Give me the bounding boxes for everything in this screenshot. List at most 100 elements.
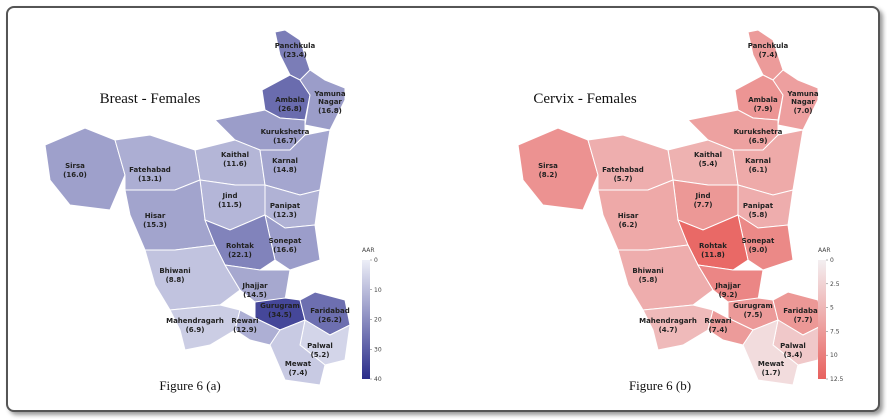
- district-value: (26.8): [278, 105, 302, 113]
- district-value: (16.8): [318, 107, 342, 115]
- district-value: (5.8): [749, 211, 768, 219]
- district-value: (34.5): [268, 311, 292, 319]
- legend-tick-label: 10: [374, 287, 382, 294]
- district-name: Jhajjar: [241, 282, 268, 290]
- district: [597, 179, 689, 251]
- district-value: (3.4): [784, 351, 803, 359]
- district-value: (13.1): [138, 175, 162, 183]
- district-name: Palwal: [780, 342, 806, 350]
- district-value: (5.7): [614, 175, 633, 183]
- district-value: (11.8): [701, 251, 725, 259]
- district-name: Jhajjar: [714, 282, 741, 290]
- district-value: (15.3): [143, 221, 167, 229]
- district: [169, 304, 241, 351]
- district-value: (16.6): [273, 246, 297, 254]
- district: [269, 319, 326, 386]
- district-value: (7.0): [794, 107, 813, 115]
- legend-title: AAR: [362, 247, 375, 254]
- district-name: Karnal: [745, 157, 771, 165]
- district-value: (5.4): [699, 160, 718, 168]
- district: [517, 127, 599, 211]
- district-name: Sonepat: [269, 237, 302, 245]
- district-value: (14.5): [243, 291, 267, 299]
- district-name: Mahendragarh: [166, 317, 224, 325]
- district-value: (4.7): [659, 326, 678, 334]
- district-name: Mewat: [758, 360, 785, 368]
- district-name: Hisar: [145, 212, 166, 220]
- district-name: Mahendragarh: [639, 317, 697, 325]
- district: [44, 127, 126, 211]
- colorbar: [818, 260, 826, 379]
- district-value: (16.7): [273, 137, 297, 145]
- district: [299, 69, 346, 131]
- district-name: Karnal: [272, 157, 298, 165]
- colorbar: [362, 260, 370, 379]
- legend-tick-label: 2.5: [830, 281, 840, 288]
- district-value: (5.2): [311, 351, 330, 359]
- district-value: (26.2): [318, 316, 342, 324]
- legend-tick-label: 7.5: [830, 328, 840, 335]
- district-name: Panipat: [743, 202, 774, 210]
- district-name: Faridabad: [783, 307, 822, 315]
- legend-tick-label: 0: [830, 257, 834, 264]
- district-name: Sonepat: [742, 237, 775, 245]
- legend-tick-label: 5: [830, 305, 834, 312]
- district-value: (8.2): [539, 171, 558, 179]
- district-name: Jind: [695, 192, 711, 200]
- district: [772, 69, 819, 131]
- legend-tick-label: 20: [374, 317, 382, 324]
- district-name: Kurukshetra: [734, 128, 783, 136]
- district-value: (7.7): [694, 201, 713, 209]
- district-value: (6.2): [619, 221, 638, 229]
- district-value: (7.5): [744, 311, 763, 319]
- map-title: Cervix - Females: [533, 91, 636, 107]
- district-name: Sirsa: [538, 162, 558, 170]
- district-name: Panipat: [270, 202, 301, 210]
- map: Breast - Females Figure 6 (a) Panchkula(23…: [44, 29, 382, 393]
- district-value: (7.4): [289, 369, 308, 377]
- district-value: (11.5): [218, 201, 242, 209]
- district-value: (6.1): [749, 166, 768, 174]
- district-value: (6.9): [186, 326, 205, 334]
- district-name: Hisar: [618, 212, 639, 220]
- district-name: Kaithal: [694, 151, 722, 159]
- district-name: Ambala: [275, 96, 305, 104]
- district: [642, 304, 714, 351]
- district-value: (8.8): [166, 276, 185, 284]
- legend-tick-label: 10: [830, 352, 838, 359]
- district-name: Jind: [222, 192, 238, 200]
- district-value: (11.6): [223, 160, 247, 168]
- district-name: Kaithal: [221, 151, 249, 159]
- district-name: Panchkula: [275, 42, 316, 50]
- district-name: Bhiwani: [159, 267, 190, 275]
- district: [124, 179, 216, 251]
- figure-caption: Figure 6 (b): [629, 378, 691, 393]
- district-value: (7.9): [754, 105, 773, 113]
- district-name: Rewari: [231, 317, 258, 325]
- district-name: Panchkula: [748, 42, 789, 50]
- legend-tick-label: 40: [374, 376, 382, 383]
- district-value: (1.7): [762, 369, 781, 377]
- figure-caption: Figure 6 (a): [159, 378, 220, 393]
- district-value: (7.7): [794, 316, 813, 324]
- district-name: Gurugram: [733, 302, 773, 310]
- district: [742, 319, 799, 386]
- district-value: (9.2): [719, 291, 738, 299]
- district-value: (23.4): [283, 51, 307, 59]
- district-name: Kurukshetra: [261, 128, 310, 136]
- legend-tick-label: 30: [374, 346, 382, 353]
- district-value: (9.0): [749, 246, 768, 254]
- legend-tick-label: 12.5: [830, 376, 844, 383]
- district-name: Mewat: [285, 360, 312, 368]
- district-value: (22.1): [228, 251, 252, 259]
- district-name: Palwal: [307, 342, 333, 350]
- district-value: (7.4): [759, 51, 778, 59]
- district-name: Gurugram: [260, 302, 300, 310]
- district-name: Faridabad: [310, 307, 349, 315]
- district-name: Fatehabad: [602, 166, 644, 174]
- district-name: Yamuna Nagar: [313, 90, 345, 106]
- district-name: Rohtak: [226, 242, 254, 250]
